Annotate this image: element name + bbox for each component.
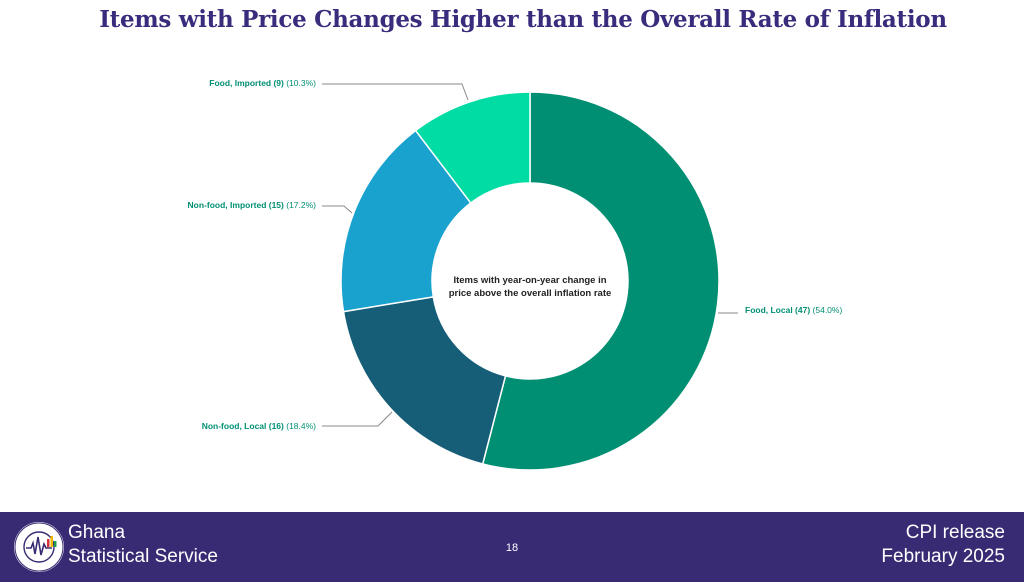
slice-label-category: Non-food, Local (16) bbox=[202, 421, 287, 431]
release-date: February 2025 bbox=[881, 546, 1005, 567]
org-name-line2: Statistical Service bbox=[68, 546, 218, 567]
slice-non-food-local bbox=[342, 295, 507, 465]
leader-line bbox=[322, 205, 353, 214]
slice-label: Non-food, Imported (15) (17.2%) bbox=[188, 200, 317, 210]
slice-label-category: Non-food, Imported (15) bbox=[188, 200, 287, 210]
center-label-line: price above the overall inflation rate bbox=[449, 288, 612, 299]
leader-line bbox=[322, 83, 469, 101]
center-label-line: Items with year-on-year change in bbox=[453, 275, 606, 286]
donut-chart: Food, Local (47) (54.0%) Non-food, Local … bbox=[188, 78, 842, 471]
slice-non-food-imported bbox=[340, 129, 472, 313]
slice-food-imported bbox=[414, 91, 531, 205]
leader-line bbox=[322, 411, 393, 427]
release-title: CPI release bbox=[905, 522, 1005, 543]
page-number: 18 bbox=[505, 542, 519, 554]
slice-label-percent: (10.3%) bbox=[286, 78, 316, 88]
slice-label: Food, Imported (9) (10.3%) bbox=[209, 78, 316, 88]
slice-label-category: Food, Imported (9) bbox=[209, 78, 286, 88]
org-name-line1: Ghana bbox=[68, 522, 126, 543]
slice-label-percent: (54.0%) bbox=[813, 305, 843, 315]
slice-food-local bbox=[481, 91, 720, 471]
slice-label-percent: (18.4%) bbox=[286, 421, 316, 431]
slice-label: Food, Local (47) (54.0%) bbox=[745, 305, 842, 315]
slice-label-percent: (17.2%) bbox=[286, 200, 316, 210]
slice-label: Non-food, Local (16) (18.4%) bbox=[202, 421, 316, 431]
page-title: Items with Price Changes Higher than the… bbox=[99, 6, 947, 33]
footer-bar: Ghana Statistical Service 18 CPI release… bbox=[0, 512, 1024, 582]
ghana-statistical-service-logo bbox=[14, 522, 64, 572]
slice-label-category: Food, Local (47) bbox=[745, 305, 813, 315]
